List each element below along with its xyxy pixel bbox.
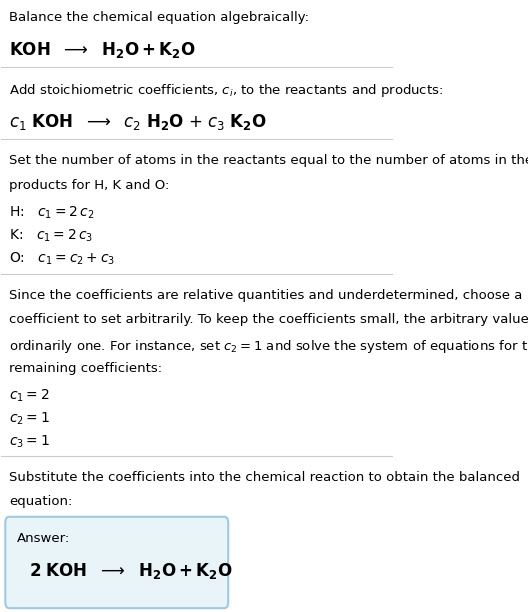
Text: $c_2 = 1$: $c_2 = 1$	[9, 411, 50, 427]
FancyBboxPatch shape	[5, 517, 228, 608]
Text: coefficient to set arbitrarily. To keep the coefficients small, the arbitrary va: coefficient to set arbitrarily. To keep …	[9, 313, 528, 326]
Text: ordinarily one. For instance, set $c_2 = 1$ and solve the system of equations fo: ordinarily one. For instance, set $c_2 =…	[9, 338, 528, 355]
Text: $c_3 = 1$: $c_3 = 1$	[9, 434, 50, 450]
Text: O:   $c_1 = c_2 + c_3$: O: $c_1 = c_2 + c_3$	[9, 250, 116, 267]
Text: Answer:: Answer:	[17, 532, 70, 545]
Text: Add stoichiometric coefficients, $c_i$, to the reactants and products:: Add stoichiometric coefficients, $c_i$, …	[9, 83, 444, 99]
Text: Substitute the coefficients into the chemical reaction to obtain the balanced: Substitute the coefficients into the che…	[9, 471, 520, 484]
Text: Set the number of atoms in the reactants equal to the number of atoms in the: Set the number of atoms in the reactants…	[9, 154, 528, 167]
Text: Balance the chemical equation algebraically:: Balance the chemical equation algebraica…	[9, 10, 309, 23]
Text: $\mathbf{2\ KOH}$  $\longrightarrow$  $\mathbf{H_2O + K_2O}$: $\mathbf{2\ KOH}$ $\longrightarrow$ $\ma…	[29, 561, 232, 581]
Text: equation:: equation:	[9, 496, 72, 509]
Text: Since the coefficients are relative quantities and underdetermined, choose a: Since the coefficients are relative quan…	[9, 289, 523, 302]
Text: $\mathbf{KOH}$  $\longrightarrow$  $\mathbf{H_2O + K_2O}$: $\mathbf{KOH}$ $\longrightarrow$ $\mathb…	[9, 40, 196, 60]
Text: H:   $c_1 = 2\,c_2$: H: $c_1 = 2\,c_2$	[9, 204, 95, 221]
Text: $c_1 = 2$: $c_1 = 2$	[9, 387, 50, 404]
Text: products for H, K and O:: products for H, K and O:	[9, 179, 169, 192]
Text: $c_1$ $\mathbf{KOH}$  $\longrightarrow$  $c_2$ $\mathbf{H_2O}$ $+$ $c_3$ $\mathb: $c_1$ $\mathbf{KOH}$ $\longrightarrow$ $…	[9, 111, 267, 132]
Text: remaining coefficients:: remaining coefficients:	[9, 362, 162, 375]
Text: K:   $c_1 = 2\,c_3$: K: $c_1 = 2\,c_3$	[9, 228, 93, 244]
